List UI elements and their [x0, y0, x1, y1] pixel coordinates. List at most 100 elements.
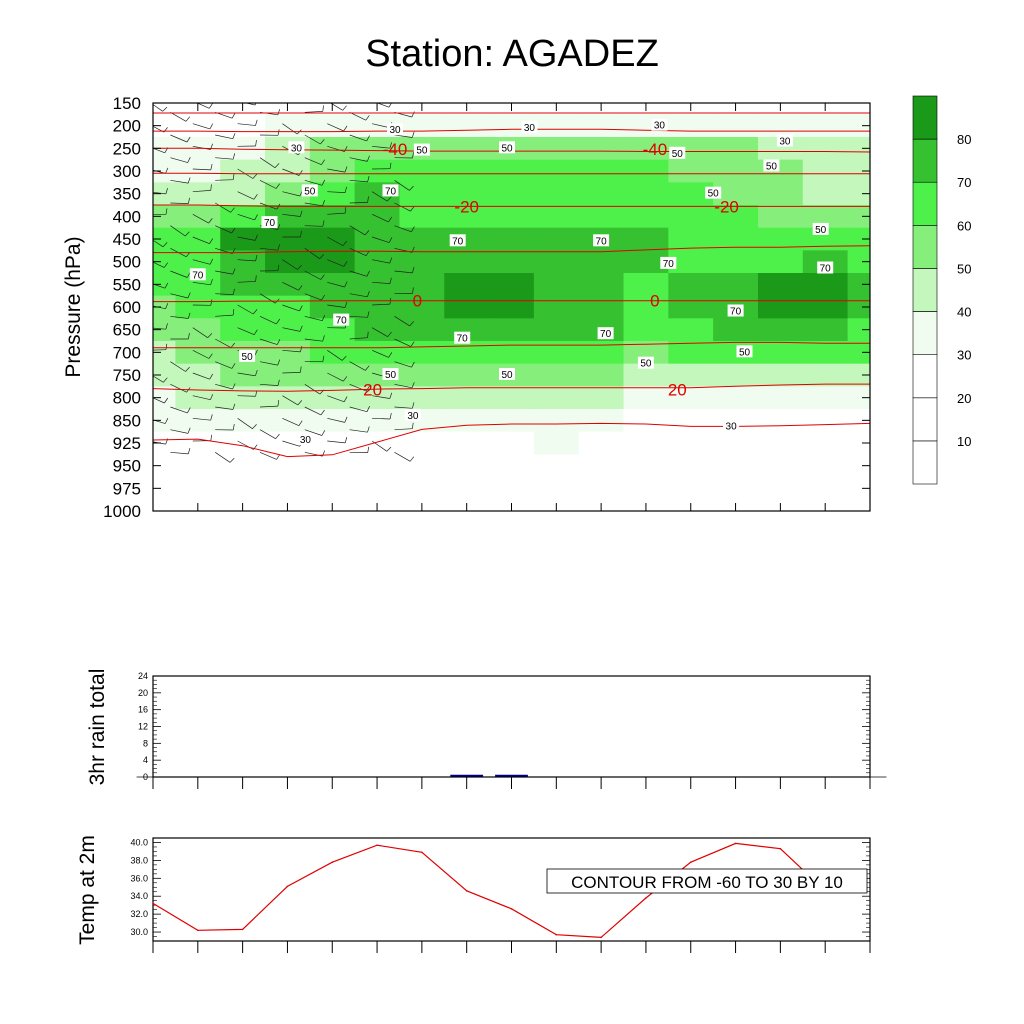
temperature-point — [555, 933, 558, 936]
y-tick-label: 400 — [113, 207, 141, 226]
wind-barb-staff — [349, 247, 367, 257]
humidity-cell — [489, 295, 535, 319]
humidity-cell — [713, 137, 759, 161]
wind-barb-staff — [153, 419, 166, 424]
wind-barb-flag — [412, 422, 414, 429]
wind-barb-staff — [215, 293, 234, 295]
humidity-cell — [220, 363, 266, 387]
humidity-cell — [354, 409, 401, 433]
temperature-contour-line — [153, 300, 870, 303]
wind-barb-staff — [349, 225, 366, 236]
temperature-contour-line — [153, 383, 870, 392]
wind-barb-flag — [367, 290, 370, 297]
wind-barb-flag — [255, 119, 258, 126]
wind-barb-staff — [192, 213, 209, 224]
wind-barb-flag — [163, 377, 168, 383]
humidity-cell — [220, 273, 266, 297]
wind-barb-staff — [349, 361, 366, 371]
wind-barb-flag — [185, 366, 190, 372]
wind-barb-staff — [372, 259, 390, 264]
humidity-cell — [399, 273, 445, 297]
humidity-cell — [847, 114, 870, 138]
humidity-cell — [265, 295, 311, 319]
wind-barb-staff — [170, 179, 189, 184]
humidity-cell — [668, 182, 714, 206]
colorbar-tick-label: 60 — [957, 218, 971, 233]
y-tick-label: 450 — [113, 230, 141, 249]
wind-barb-flag — [322, 105, 324, 112]
humidity-cell — [399, 227, 445, 251]
y-tick-label: 600 — [113, 298, 141, 317]
wind-barb-staff — [192, 395, 211, 401]
humidity-cell — [175, 454, 221, 478]
wind-barb-flag — [210, 414, 213, 421]
wind-barb-staff — [170, 383, 187, 393]
wind-barb-flag — [343, 125, 348, 132]
humidity-label: 50 — [385, 370, 397, 381]
humidity-cell — [533, 363, 580, 387]
y-tick-label: 750 — [113, 366, 141, 385]
humidity-cell — [220, 454, 266, 478]
wind-barb-staff — [215, 270, 233, 275]
humidity-label-bg — [669, 146, 686, 159]
humidity-label: 50 — [739, 347, 751, 358]
y-tick-label: 500 — [113, 253, 141, 272]
temperature-point — [241, 928, 244, 931]
wind-barb-flag — [298, 170, 303, 176]
humidity-cell — [220, 114, 266, 138]
humidity-cell — [802, 431, 849, 455]
wind-barb-staff — [282, 304, 300, 312]
humidity-cell — [489, 159, 535, 183]
wind-barb-staff — [349, 157, 368, 162]
humidity-cell — [713, 318, 759, 342]
temperature-point — [645, 897, 647, 899]
humidity-cell — [578, 386, 625, 410]
humidity-cell — [309, 227, 356, 251]
temperature-line-layer — [152, 842, 826, 939]
wind-barb-flag — [277, 244, 280, 251]
wind-barb-flag — [365, 365, 370, 371]
wind-barb-flag — [210, 434, 213, 441]
wind-barb-flag — [164, 397, 169, 404]
humidity-cell — [220, 250, 266, 274]
wind-barb-flag — [184, 231, 190, 237]
wind-barb-flag — [209, 258, 214, 265]
y-tick-label: 850 — [113, 411, 141, 430]
colorbar-tick-label: 10 — [957, 434, 971, 449]
humidity-cell — [265, 454, 311, 478]
humidity-cell — [668, 363, 714, 387]
wind-barb-staff — [349, 134, 367, 142]
wind-barb-staff — [282, 327, 301, 332]
wind-barb-staff — [394, 428, 413, 431]
wind-barb-staff — [282, 123, 298, 135]
wind-barb-flag — [321, 159, 325, 165]
wind-barb-flag — [297, 264, 302, 270]
humidity-cell — [847, 250, 870, 274]
humidity-cell — [713, 273, 759, 297]
wind-barb-flag — [299, 325, 303, 332]
wind-barb-flag — [386, 446, 392, 452]
humidity-label-bg — [651, 118, 668, 131]
humidity-cell — [309, 341, 356, 365]
wind-barb-staff — [282, 168, 300, 176]
humidity-cell — [153, 386, 176, 410]
humidity-cell — [175, 159, 221, 183]
humidity-cell — [309, 137, 356, 161]
humidity-cell — [802, 341, 849, 365]
humidity-cell — [802, 205, 849, 229]
humidity-cell — [802, 295, 849, 319]
wind-barb-staff — [215, 202, 231, 213]
humidity-label-bg — [499, 141, 515, 154]
wind-barb-flag — [277, 264, 280, 271]
humidity-cell — [802, 273, 849, 297]
wind-barb-flag — [388, 237, 393, 243]
humidity-cell — [220, 431, 266, 455]
humidity-cell — [847, 159, 870, 183]
humidity-label-bg — [189, 268, 206, 281]
temperature-panel: 30.0 32.0 34.0 36.0 38.0 40.0 CONTOUR FROM -6… — [76, 835, 871, 953]
wind-barb-staff — [304, 270, 321, 280]
humidity-cell — [847, 103, 870, 115]
temperature-point — [465, 890, 468, 892]
temperature-label: 0 — [413, 292, 422, 311]
humidity-fill-layer — [153, 103, 870, 511]
